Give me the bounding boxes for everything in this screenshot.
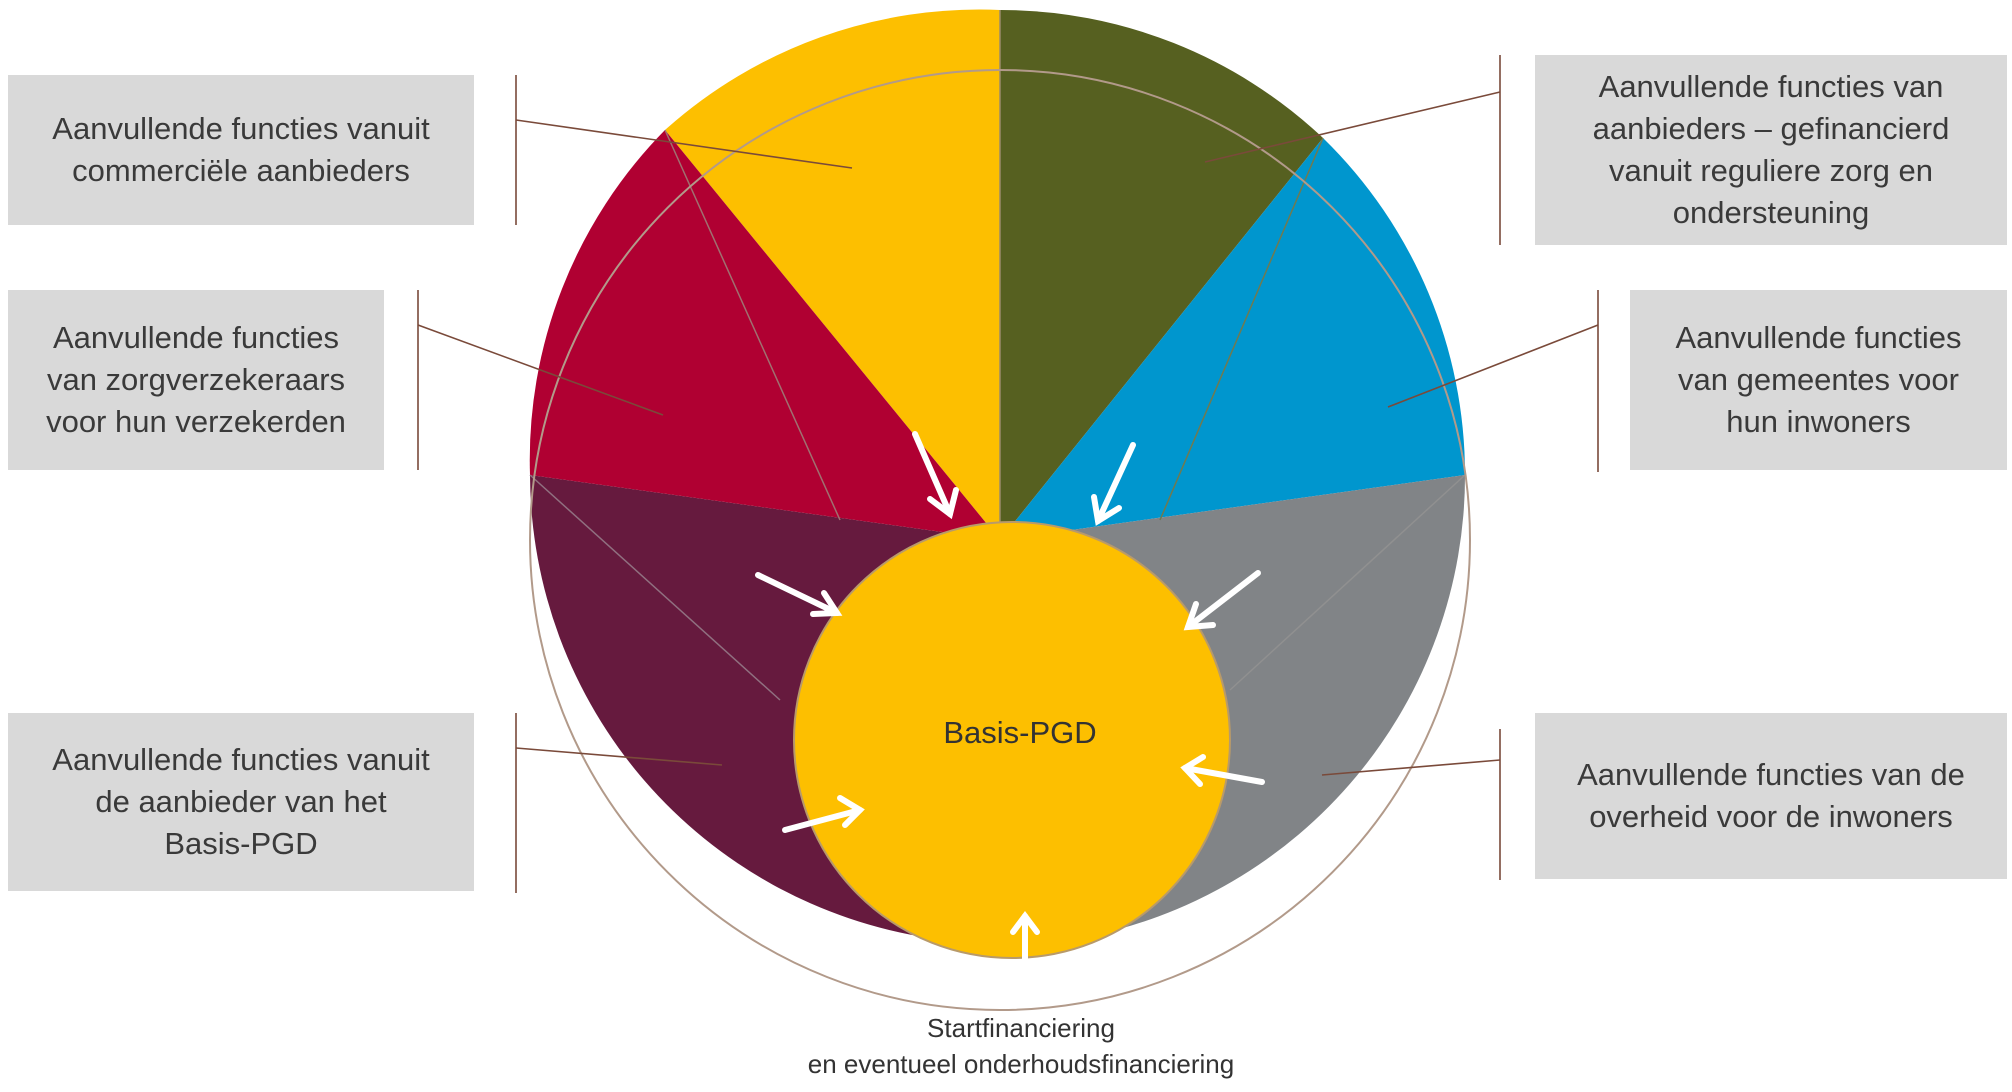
bottom-caption: Startfinanciering en eventueel onderhoud… (706, 1010, 1336, 1082)
caption-line-2: en eventueel onderhoudsfinanciering (807, 1049, 1235, 1079)
arrow-regulier (1091, 442, 1136, 526)
label-commercieel-text: Aanvullende functies vanuit commerciële … (52, 111, 430, 188)
caption-line-1: Startfinanciering (927, 1013, 1115, 1043)
label-regulier: Aanvullende functies van aanbieders – ge… (1535, 55, 2007, 245)
label-overheid: Aanvullende functies van de overheid voo… (1535, 713, 2007, 879)
label-basis-aanbieder-text: Aanvullende functies vanuit de aanbieder… (52, 742, 430, 861)
arrow-commercieel (912, 431, 959, 520)
arrow-overheid (1180, 754, 1265, 787)
inflow-arrows (755, 431, 1265, 1008)
basis-pgd-circle (793, 521, 1231, 959)
center-label: Basis-PGD (943, 715, 1097, 750)
arrow-gemeentes (1183, 570, 1261, 631)
segment-regulier (1000, 9, 1323, 540)
arrow-zorgverzekeraars (755, 572, 843, 617)
label-zorgverzekeraars-text: Aanvullende functies van zorgverzekeraar… (46, 320, 346, 439)
segment-gemeentes (1000, 138, 1466, 540)
label-zorgverzekeraars: Aanvullende functies van zorgverzekeraar… (8, 290, 384, 470)
label-gemeentes: Aanvullende functies van gemeentes voor … (1630, 290, 2007, 470)
arrow-basis-aanbieder (782, 795, 865, 833)
segment-zorgverzekeraars (529, 130, 1000, 540)
label-gemeentes-text: Aanvullende functies van gemeentes voor … (1675, 320, 1962, 439)
arrow-startfinanciering (1010, 911, 1040, 1008)
connector-lines (417, 55, 1599, 893)
label-commercieel: Aanvullende functies vanuit commerciële … (8, 75, 474, 225)
label-overheid-text: Aanvullende functies van de overheid voo… (1577, 757, 1965, 834)
label-basis-aanbieder: Aanvullende functies vanuit de aanbieder… (8, 713, 474, 891)
label-regulier-text: Aanvullende functies van aanbieders – ge… (1592, 69, 1950, 230)
